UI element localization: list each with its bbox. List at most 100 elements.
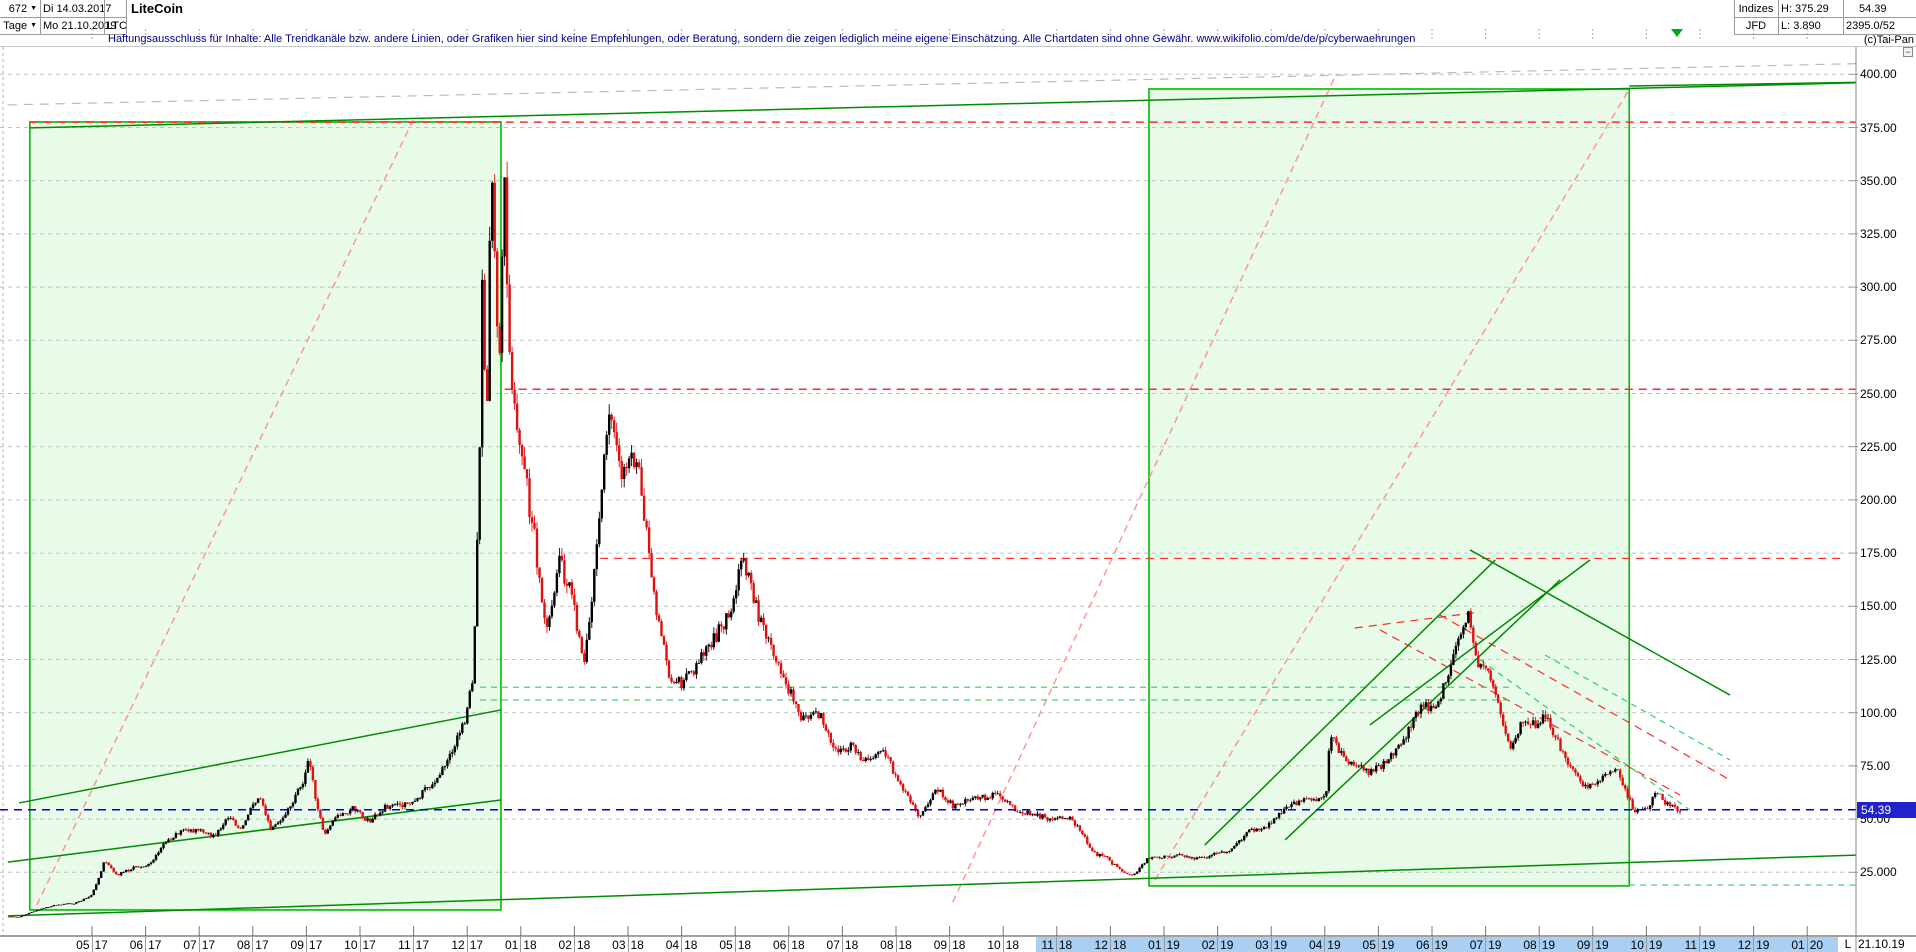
month-tick-divider — [359, 937, 361, 952]
trend-line — [1479, 659, 1691, 811]
price-axis-label: 325.00 — [1860, 226, 1897, 241]
month-tick-divider — [841, 937, 843, 952]
month-tick-divider — [520, 937, 522, 952]
range-start-date[interactable]: Di 14.03.2017 — [43, 2, 112, 15]
price-axis-label: 400.00 — [1860, 67, 1897, 82]
month-label: 07 17 — [183, 937, 216, 952]
month-label: 04 18 — [665, 937, 698, 952]
month-label: 06 19 — [1416, 937, 1448, 952]
month-tick-divider — [145, 937, 147, 952]
month-label: 08 17 — [236, 937, 269, 952]
month-tick-divider — [305, 937, 307, 952]
exchange-label: Indizes — [1738, 2, 1774, 15]
month-label: 10 19 — [1630, 937, 1663, 952]
period-dropdown[interactable]: Tage ▼ — [0, 17, 40, 34]
month-label: 06 18 — [772, 937, 805, 952]
month-label: 01 18 — [504, 937, 537, 952]
symbol-label: LTC — [107, 19, 127, 32]
month-label: 04 19 — [1308, 937, 1341, 952]
divider — [126, 0, 127, 34]
month-ticks — [91, 29, 1808, 936]
month-label: 05 19 — [1362, 937, 1395, 952]
month-tick-divider — [1485, 937, 1487, 952]
month-label: 09 18 — [933, 937, 966, 952]
volume-value: 2395.0/52 — [1846, 19, 1895, 32]
low-value: L: 3.890 — [1781, 19, 1821, 32]
month-label: 06 17 — [129, 937, 162, 952]
copyright-label: (c)Tai-Pan — [1863, 33, 1914, 46]
month-label: 01 19 — [1148, 937, 1180, 952]
price-axis-label: 75.00 — [1860, 758, 1891, 773]
grid-layer — [0, 47, 1856, 936]
trend-line — [1354, 611, 1481, 629]
trend-boxes-layer — [29, 88, 1630, 910]
minimize-button[interactable]: − — [1903, 47, 1913, 57]
axis-chrome — [0, 46, 1916, 952]
instrument-title: LiteCoin — [131, 1, 183, 16]
month-tick-divider — [1217, 937, 1219, 952]
trend-line — [1469, 549, 1731, 696]
range-end-date[interactable]: Mo 21.10.2019 — [43, 19, 117, 32]
price-axis-label: 200.00 — [1860, 492, 1897, 507]
month-label: 10 17 — [344, 937, 376, 952]
plot-area — [0, 47, 1856, 936]
month-label: 05 17 — [76, 937, 108, 952]
time-range-highlight[interactable] — [1036, 937, 1838, 952]
month-label: 09 17 — [290, 937, 323, 952]
month-tick-divider — [1592, 937, 1594, 952]
trend-line — [1379, 629, 1681, 796]
month-label: 02 18 — [558, 937, 591, 952]
month-tick-divider — [788, 937, 790, 952]
price-axis-label: 275.00 — [1860, 333, 1897, 348]
month-tick-divider — [573, 937, 575, 952]
divider — [1734, 17, 1916, 18]
month-tick-divider — [895, 937, 897, 952]
trend-line — [952, 73, 1337, 903]
month-tick-divider — [1270, 937, 1272, 952]
month-tick-divider — [734, 937, 736, 952]
trendlines-layer — [7, 63, 1856, 917]
cursor-date-label: 21.10.19 — [1858, 937, 1905, 951]
current-price-tag: 54.39 — [1857, 801, 1916, 818]
trend-line — [36, 119, 414, 906]
month-label: 12 17 — [451, 937, 484, 952]
month-tick-divider — [1538, 937, 1540, 952]
month-tick-divider — [91, 937, 93, 952]
bars-count-dropdown[interactable]: 672 ▼ — [0, 0, 40, 17]
price-axis-label: 375.00 — [1860, 120, 1897, 135]
month-tick-divider — [1377, 937, 1379, 952]
disclaimer-text: Haftungsausschluss für Inhalte: Alle Tre… — [108, 33, 1416, 45]
month-tick-divider — [949, 937, 951, 952]
month-tick-divider — [1806, 937, 1808, 952]
price-axis-label: 250.00 — [1860, 386, 1897, 401]
divider — [1734, 34, 1916, 35]
trend-channel-box — [29, 121, 501, 910]
month-label: 11 19 — [1684, 937, 1716, 952]
month-label: 10 18 — [987, 937, 1020, 952]
month-tick-divider — [466, 937, 468, 952]
month-label: 02 19 — [1201, 937, 1234, 952]
month-label: 07 18 — [826, 937, 859, 952]
month-tick-divider — [1431, 937, 1433, 952]
trend-line — [1629, 81, 1856, 87]
up-candle-bodies — [10, 177, 1674, 918]
price-axis-label: 125.00 — [1860, 652, 1897, 667]
month-tick-divider — [1109, 937, 1111, 952]
month-tick-divider — [1002, 937, 1004, 952]
month-tick-divider — [412, 937, 414, 952]
month-tick-divider — [1645, 937, 1647, 952]
chevron-down-icon: ▼ — [30, 5, 37, 12]
candles-layer — [7, 161, 1682, 918]
scale-mode-label: L — [1844, 937, 1852, 951]
month-label: 09 19 — [1576, 937, 1609, 952]
trend-line — [7, 63, 1856, 106]
month-tick-divider — [198, 937, 200, 952]
price-axis-label: 225.00 — [1860, 439, 1897, 454]
price-axis-label: 350.00 — [1860, 173, 1897, 188]
price-axis-label: 25.000 — [1860, 865, 1897, 880]
month-label: 11 17 — [398, 937, 429, 952]
month-tick-divider — [1055, 937, 1057, 952]
month-label: 12 19 — [1737, 937, 1770, 952]
